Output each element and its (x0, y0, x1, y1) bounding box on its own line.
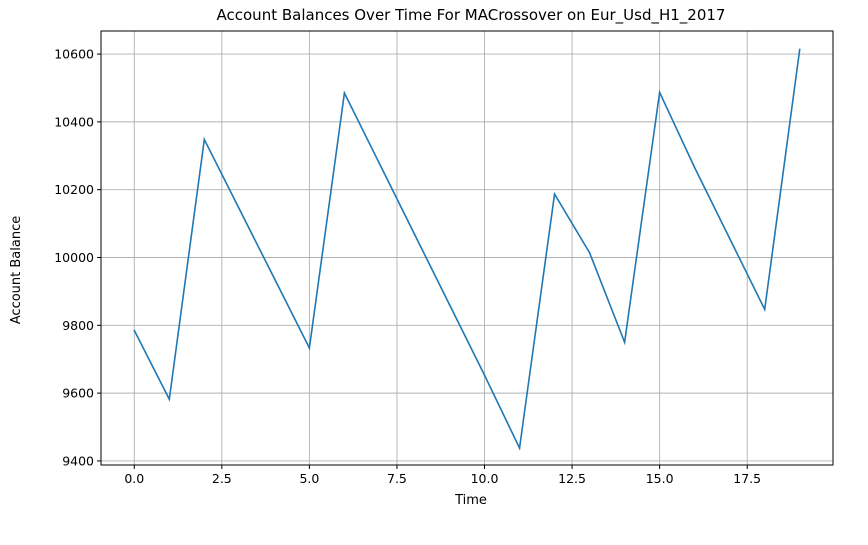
y-tick-label: 10400 (54, 114, 94, 129)
axes-frame (100, 30, 834, 466)
data-point (448, 303, 451, 306)
data-point (623, 341, 626, 344)
x-tick-label: 7.5 (387, 471, 407, 486)
x-axis-label: Time (454, 493, 487, 508)
data-point (798, 48, 801, 51)
x-tick-label: 17.5 (733, 471, 761, 486)
data-point (728, 237, 731, 240)
y-tick-label: 9600 (62, 386, 94, 401)
data-point (203, 138, 206, 141)
data-point (553, 193, 556, 195)
data-point (168, 398, 171, 401)
data-point (308, 347, 311, 349)
y-tick-label: 9400 (62, 453, 94, 468)
series-line (133, 49, 801, 451)
chart-title: Account Balances Over Time For MACrossov… (217, 6, 726, 25)
series-layer (133, 48, 801, 451)
data-point (693, 166, 696, 169)
y-tick-label: 10000 (54, 250, 94, 265)
grid (101, 31, 833, 465)
y-axis-label: Account Balance (9, 216, 24, 324)
y-tick-label: 10200 (54, 182, 94, 197)
data-point (238, 208, 241, 210)
x-tick-label: 10.0 (471, 471, 499, 486)
data-point (413, 233, 416, 235)
data-point (763, 308, 766, 311)
y-tick-label: 10600 (54, 47, 94, 62)
y-axis: 9400 9600 9800 10000 10200 10400 10600 (54, 47, 101, 468)
data-point (343, 92, 346, 94)
data-point (483, 374, 486, 376)
data-point (588, 251, 591, 254)
data-point (133, 329, 136, 332)
x-tick-label: 2.5 (212, 471, 232, 486)
x-axis: 0.0 2.5 5.0 7.5 10.0 12.5 15.0 17.5 (124, 465, 761, 486)
y-tick-label: 9800 (62, 318, 94, 333)
data-point (658, 91, 661, 94)
x-tick-label: 5.0 (299, 471, 319, 486)
x-tick-label: 0.0 (124, 471, 144, 486)
x-tick-label: 12.5 (558, 471, 586, 486)
x-tick-label: 15.0 (646, 471, 674, 486)
data-point (273, 277, 276, 280)
data-point (378, 162, 381, 165)
data-point (518, 447, 521, 449)
